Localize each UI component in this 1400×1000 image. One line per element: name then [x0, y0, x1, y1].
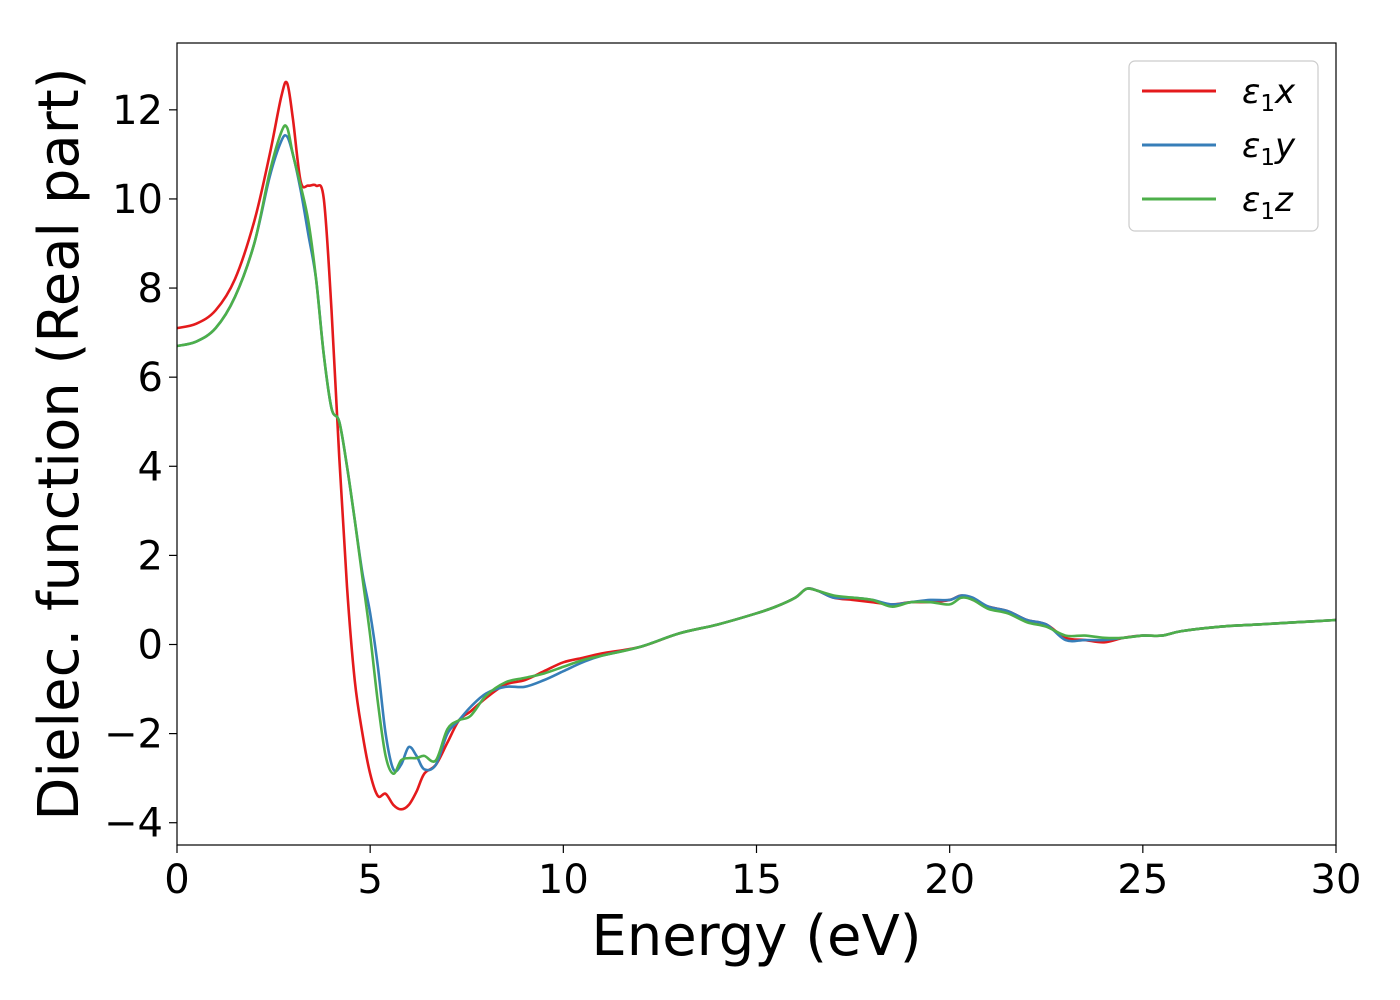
x-axis: 0 5 10 15 20 25 30 [164, 845, 1361, 903]
legend-epsilon: ε [1242, 180, 1260, 220]
legend-label-z: ε1z [1242, 180, 1294, 225]
x-tick-label: 0 [164, 857, 189, 903]
y-tick-label: 0 [138, 623, 163, 669]
y-tick-label: 4 [138, 444, 163, 490]
x-tick-label: 5 [357, 857, 382, 903]
y-axis: −4 −2 0 2 4 6 8 10 12 [104, 88, 177, 847]
x-tick-label: 10 [538, 857, 589, 903]
legend-variable: z [1274, 180, 1294, 220]
x-tick-label: 25 [1117, 857, 1168, 903]
legend-subscript: 1 [1260, 91, 1275, 117]
legend-epsilon: ε [1242, 126, 1260, 166]
legend-variable: y [1274, 126, 1296, 166]
legend-epsilon: ε [1242, 72, 1260, 112]
x-axis-title: Energy (eV) [591, 904, 921, 969]
y-tick-label: 2 [138, 533, 163, 579]
series-line-z [177, 124, 1336, 776]
y-tick-label: 8 [138, 266, 163, 312]
y-tick-label: 10 [112, 177, 163, 223]
y-axis-title: Dielec. function (Real part) [27, 67, 92, 820]
legend-label-x: ε1x [1242, 72, 1296, 117]
x-tick-label: 30 [1311, 857, 1362, 903]
y-tick-label: 12 [112, 88, 163, 134]
series-layer [177, 80, 1336, 811]
legend-variable: x [1274, 72, 1296, 112]
x-tick-label: 20 [924, 857, 975, 903]
y-tick-label: −2 [104, 712, 163, 758]
legend-subscript: 1 [1260, 145, 1275, 171]
y-tick-label: −4 [104, 801, 163, 847]
legend-label-y: ε1y [1242, 126, 1296, 171]
legend-subscript: 1 [1260, 199, 1275, 225]
legend-box [1128, 60, 1319, 232]
y-tick-label: 6 [138, 355, 163, 401]
x-tick-label: 15 [731, 857, 782, 903]
